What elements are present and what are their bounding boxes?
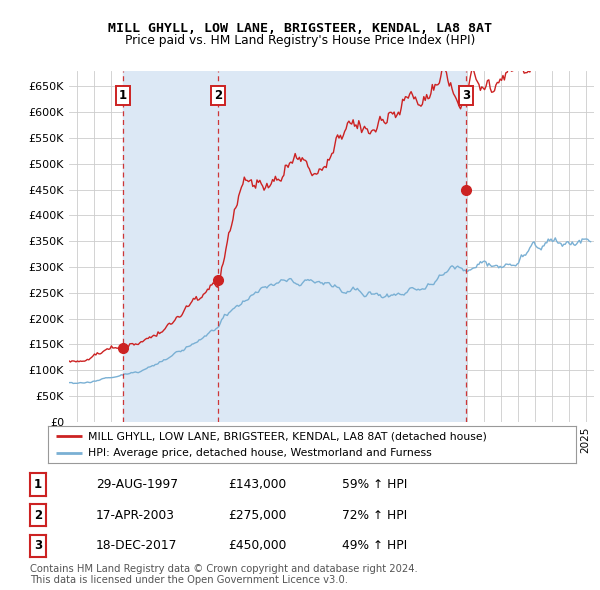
Text: 3: 3: [34, 539, 42, 552]
Text: 2: 2: [214, 89, 222, 102]
Bar: [122, 71, 466, 422]
Text: 17-APR-2003: 17-APR-2003: [96, 509, 175, 522]
Text: 29-AUG-1997: 29-AUG-1997: [96, 478, 178, 491]
Text: 1: 1: [34, 478, 42, 491]
Text: Contains HM Land Registry data © Crown copyright and database right 2024.
This d: Contains HM Land Registry data © Crown c…: [30, 563, 418, 585]
Text: 3: 3: [463, 89, 470, 102]
Text: £143,000: £143,000: [228, 478, 286, 491]
Text: £450,000: £450,000: [228, 539, 286, 552]
Text: Price paid vs. HM Land Registry's House Price Index (HPI): Price paid vs. HM Land Registry's House …: [125, 34, 475, 47]
Text: £275,000: £275,000: [228, 509, 286, 522]
Text: 18-DEC-2017: 18-DEC-2017: [96, 539, 178, 552]
Text: HPI: Average price, detached house, Westmorland and Furness: HPI: Average price, detached house, West…: [88, 448, 431, 458]
Text: MILL GHYLL, LOW LANE, BRIGSTEER, KENDAL, LA8 8AT (detached house): MILL GHYLL, LOW LANE, BRIGSTEER, KENDAL,…: [88, 431, 487, 441]
Text: MILL GHYLL, LOW LANE, BRIGSTEER, KENDAL, LA8 8AT: MILL GHYLL, LOW LANE, BRIGSTEER, KENDAL,…: [108, 22, 492, 35]
Text: 59% ↑ HPI: 59% ↑ HPI: [342, 478, 407, 491]
Text: 2: 2: [34, 509, 42, 522]
Text: 49% ↑ HPI: 49% ↑ HPI: [342, 539, 407, 552]
Text: 72% ↑ HPI: 72% ↑ HPI: [342, 509, 407, 522]
Text: 1: 1: [118, 89, 127, 102]
